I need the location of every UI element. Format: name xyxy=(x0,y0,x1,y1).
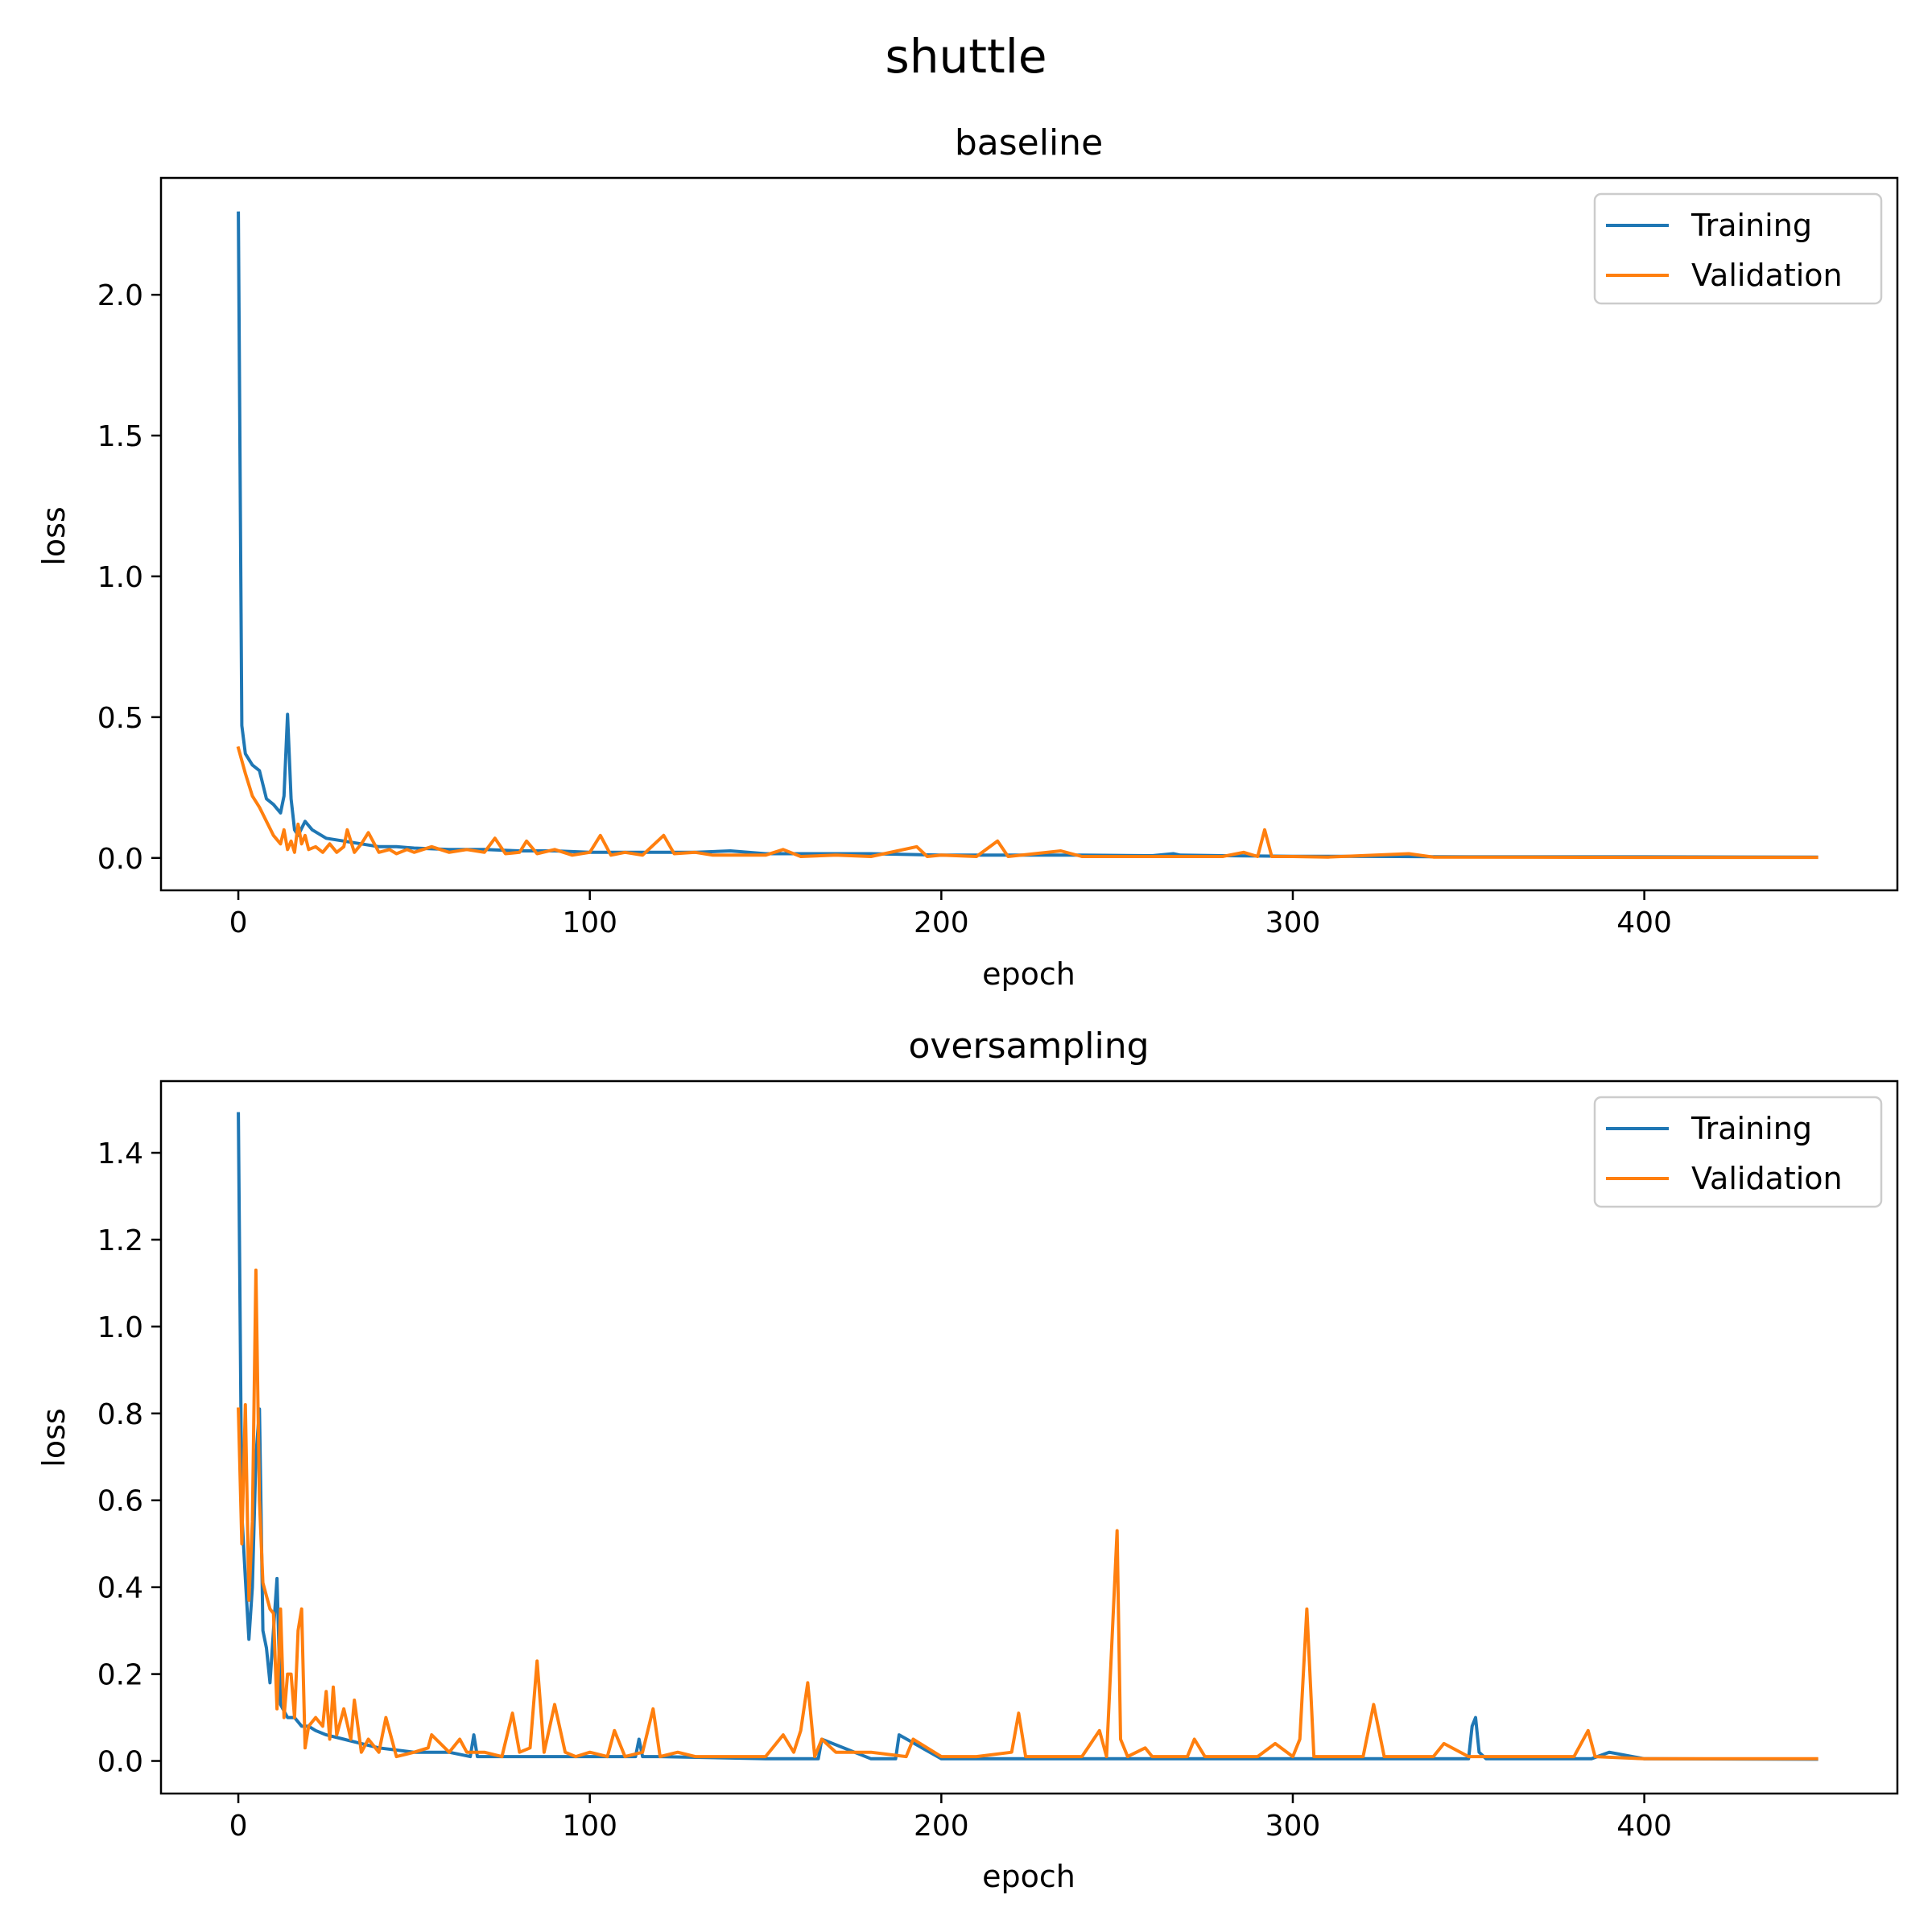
oversampling-ylabel: loss xyxy=(36,1408,72,1467)
oversampling-ytick-label: 0.4 xyxy=(97,1572,143,1605)
oversampling-xtick-label: 200 xyxy=(914,1810,969,1843)
baseline-legend-label-training: Training xyxy=(1690,208,1812,243)
baseline-ytick-label: 0.5 xyxy=(97,702,143,735)
baseline-xtick-label: 300 xyxy=(1265,906,1321,939)
baseline-series-group xyxy=(236,211,1818,860)
baseline-ytick-label: 2.0 xyxy=(97,279,143,312)
figure-suptitle: shuttle xyxy=(885,29,1046,84)
oversampling-ytick-label: 1.2 xyxy=(97,1224,143,1257)
oversampling-ytick-label: 0.8 xyxy=(97,1398,143,1431)
oversampling-xtick-label: 100 xyxy=(562,1810,617,1843)
baseline-xtick-label: 400 xyxy=(1616,906,1672,939)
baseline-ytick-label: 1.0 xyxy=(97,561,143,594)
oversampling-series-group xyxy=(237,1112,1818,1761)
baseline-xtick-label: 200 xyxy=(914,906,969,939)
baseline-xlabel: epoch xyxy=(982,956,1075,992)
oversampling-subplot: oversampling 0 100 200 300 400 0.0 0.2 0.4 0.6 0.… xyxy=(36,1026,1899,1894)
oversampling-ytick-label: 1.4 xyxy=(97,1137,143,1170)
oversampling-xtick-label: 300 xyxy=(1265,1810,1321,1843)
oversampling-xtick-label: 400 xyxy=(1616,1810,1672,1843)
baseline-plot-area: 0 100 200 300 400 0.0 0.5 1.0 1.5 2.0 Training Vali… xyxy=(97,176,1899,939)
oversampling-ytick-label: 1.0 xyxy=(97,1311,143,1344)
baseline-ylabel: loss xyxy=(36,506,72,565)
oversampling-validation-line xyxy=(237,1268,1818,1761)
baseline-xtick-label: 0 xyxy=(229,906,248,939)
oversampling-axes-frame xyxy=(159,1080,1899,1795)
baseline-subplot: baseline 0 100 200 300 400 0.0 0.5 1.0 1.5 2.0 Tra… xyxy=(36,122,1899,992)
baseline-ytick-label: 0.0 xyxy=(97,843,143,876)
baseline-axes-frame xyxy=(159,176,1899,892)
oversampling-legend: Training Validation xyxy=(1593,1096,1883,1208)
oversampling-ytick-label: 0.2 xyxy=(97,1659,143,1692)
baseline-xtick-label: 100 xyxy=(562,906,617,939)
oversampling-ytick-label: 0.6 xyxy=(97,1485,143,1518)
baseline-title: baseline xyxy=(955,122,1103,163)
baseline-legend: Training Validation xyxy=(1593,192,1883,305)
baseline-validation-line xyxy=(236,745,1818,860)
oversampling-xtick-label: 0 xyxy=(229,1810,248,1843)
oversampling-plot-area: 0 100 200 300 400 0.0 0.2 0.4 0.6 0.8 1.0 1.2 1.4 Tra… xyxy=(97,1080,1899,1843)
baseline-training-line xyxy=(237,211,1818,859)
baseline-ytick-label: 1.5 xyxy=(97,420,143,453)
oversampling-title: oversampling xyxy=(908,1026,1149,1067)
oversampling-legend-label-validation: Validation xyxy=(1691,1161,1843,1196)
oversampling-legend-label-training: Training xyxy=(1690,1111,1812,1146)
oversampling-ytick-label: 0.0 xyxy=(97,1746,143,1779)
oversampling-xlabel: epoch xyxy=(982,1859,1075,1894)
baseline-legend-label-validation: Validation xyxy=(1691,258,1843,293)
oversampling-training-line xyxy=(237,1112,1818,1761)
